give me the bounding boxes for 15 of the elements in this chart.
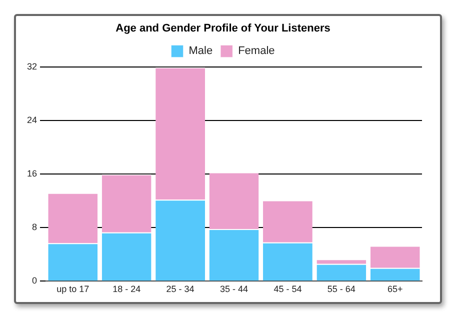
x-tick-label: 45 - 54	[274, 284, 302, 294]
x-tick-label: 65+	[388, 284, 403, 294]
y-tick-label: 16	[26, 168, 38, 179]
y-tick-label: 0	[32, 276, 38, 286]
x-tick-label: 18 - 24	[112, 284, 141, 294]
y-tick-label: 8	[32, 222, 38, 232]
x-tick-label: 35 - 44	[220, 284, 248, 294]
chart-title: Age and Gender Profile of Your Listeners	[116, 22, 330, 35]
x-tick-label: 55 - 64	[327, 284, 356, 294]
y-tick-label: 32	[26, 62, 38, 72]
y-tick-label: 24	[26, 115, 38, 126]
x-tick-label: up to 17	[56, 284, 90, 294]
x-tick-label: 25 - 34	[166, 284, 194, 294]
legend-label: Male	[188, 45, 213, 58]
legend-label: Female	[238, 45, 275, 58]
